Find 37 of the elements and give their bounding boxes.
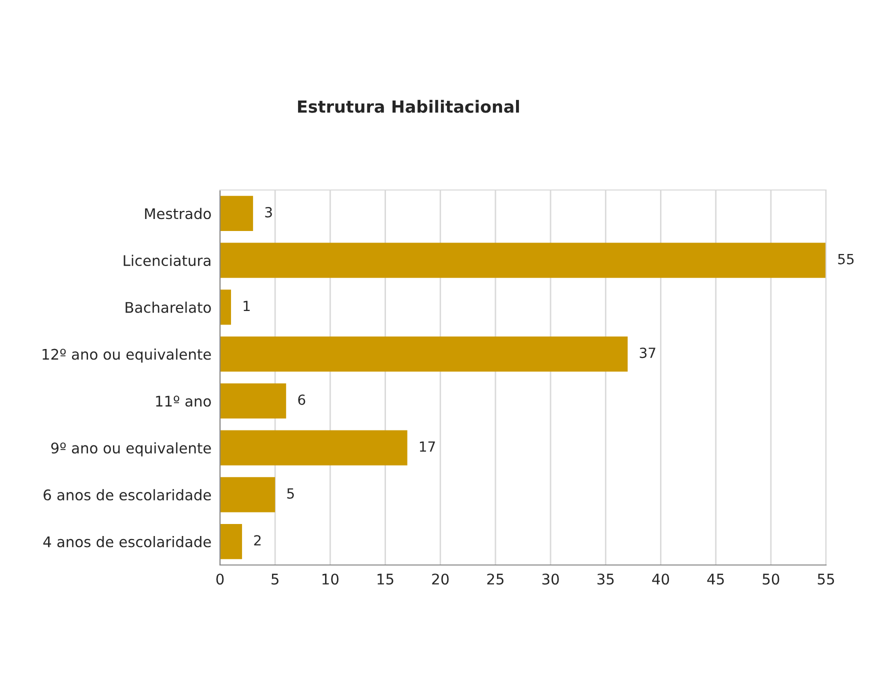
y-tick-label: 4 anos de escolaridade bbox=[43, 536, 211, 548]
x-tick-label: 10 bbox=[322, 574, 338, 585]
x-tick-label: 45 bbox=[707, 574, 724, 585]
bar bbox=[220, 290, 232, 325]
x-tick-label: 50 bbox=[762, 574, 780, 585]
data-label: 2 bbox=[254, 535, 261, 546]
x-tick-label: 55 bbox=[818, 574, 834, 585]
data-label: 5 bbox=[287, 488, 294, 499]
x-tick-label: 0 bbox=[216, 574, 224, 585]
y-tick-label: 12º ano ou equivalente bbox=[42, 348, 211, 363]
x-tick-label: 35 bbox=[597, 574, 614, 585]
x-tick-label: 15 bbox=[378, 574, 394, 585]
data-label: 17 bbox=[420, 442, 435, 452]
y-tick-label: 9º ano ou equivalente bbox=[51, 442, 211, 456]
bar bbox=[220, 196, 254, 232]
bar bbox=[220, 477, 276, 512]
y-tick-label: Licenciatura bbox=[124, 254, 210, 266]
y-tick-label: 11º ano bbox=[156, 396, 211, 407]
bar bbox=[220, 336, 628, 372]
x-tick-label: 25 bbox=[487, 574, 504, 585]
data-label: 37 bbox=[640, 348, 656, 358]
data-label: 6 bbox=[298, 394, 306, 405]
bar bbox=[220, 242, 826, 278]
data-label: 1 bbox=[244, 300, 250, 312]
y-tick-label: Mestrado bbox=[145, 208, 211, 220]
bar bbox=[220, 430, 408, 466]
bar bbox=[220, 383, 286, 419]
x-tick-label: 5 bbox=[272, 574, 278, 585]
y-tick-label: Bacharelato bbox=[126, 302, 211, 313]
data-label: 3 bbox=[265, 206, 272, 218]
x-tick-label: 40 bbox=[652, 574, 670, 585]
data-label: 55 bbox=[838, 254, 854, 264]
bar bbox=[220, 524, 242, 560]
y-tick-label: 6 anos de escolaridade bbox=[44, 489, 211, 500]
x-tick-label: 30 bbox=[542, 574, 559, 585]
x-tick-label: 20 bbox=[432, 574, 449, 585]
chart-title: Estrutura Habilitacional bbox=[298, 100, 519, 113]
